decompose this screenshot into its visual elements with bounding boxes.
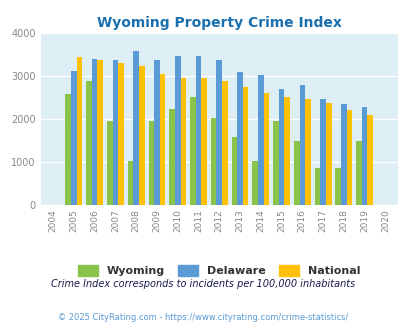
Bar: [340, 104, 346, 205]
Bar: [361, 107, 367, 205]
Bar: [231, 137, 237, 205]
Bar: [139, 66, 144, 205]
Bar: [65, 94, 71, 205]
Bar: [148, 120, 154, 205]
Bar: [107, 121, 112, 205]
Bar: [305, 99, 310, 205]
Bar: [325, 103, 331, 205]
Legend: Wyoming, Delaware, National: Wyoming, Delaware, National: [78, 265, 360, 276]
Bar: [346, 110, 352, 205]
Bar: [175, 56, 180, 205]
Bar: [252, 161, 257, 205]
Bar: [314, 168, 320, 205]
Bar: [201, 78, 207, 205]
Bar: [237, 73, 242, 205]
Bar: [284, 97, 289, 205]
Bar: [112, 60, 118, 205]
Bar: [273, 121, 278, 205]
Bar: [216, 60, 222, 205]
Text: © 2025 CityRating.com - https://www.cityrating.com/crime-statistics/: © 2025 CityRating.com - https://www.city…: [58, 313, 347, 322]
Bar: [210, 117, 216, 205]
Bar: [159, 74, 165, 205]
Bar: [133, 50, 139, 205]
Bar: [293, 141, 299, 205]
Bar: [77, 57, 82, 205]
Bar: [92, 59, 97, 205]
Bar: [86, 82, 92, 205]
Bar: [242, 87, 248, 205]
Bar: [128, 161, 133, 205]
Bar: [367, 115, 372, 205]
Bar: [299, 85, 305, 205]
Bar: [190, 97, 195, 205]
Bar: [97, 60, 103, 205]
Bar: [169, 109, 175, 205]
Bar: [118, 63, 124, 205]
Bar: [257, 76, 263, 205]
Bar: [335, 168, 340, 205]
Bar: [263, 93, 269, 205]
Bar: [154, 60, 159, 205]
Bar: [278, 89, 284, 205]
Text: Crime Index corresponds to incidents per 100,000 inhabitants: Crime Index corresponds to incidents per…: [51, 279, 354, 289]
Bar: [222, 82, 227, 205]
Bar: [71, 71, 77, 205]
Bar: [320, 100, 325, 205]
Title: Wyoming Property Crime Index: Wyoming Property Crime Index: [96, 16, 341, 30]
Bar: [180, 78, 185, 205]
Bar: [195, 56, 201, 205]
Bar: [355, 141, 361, 205]
